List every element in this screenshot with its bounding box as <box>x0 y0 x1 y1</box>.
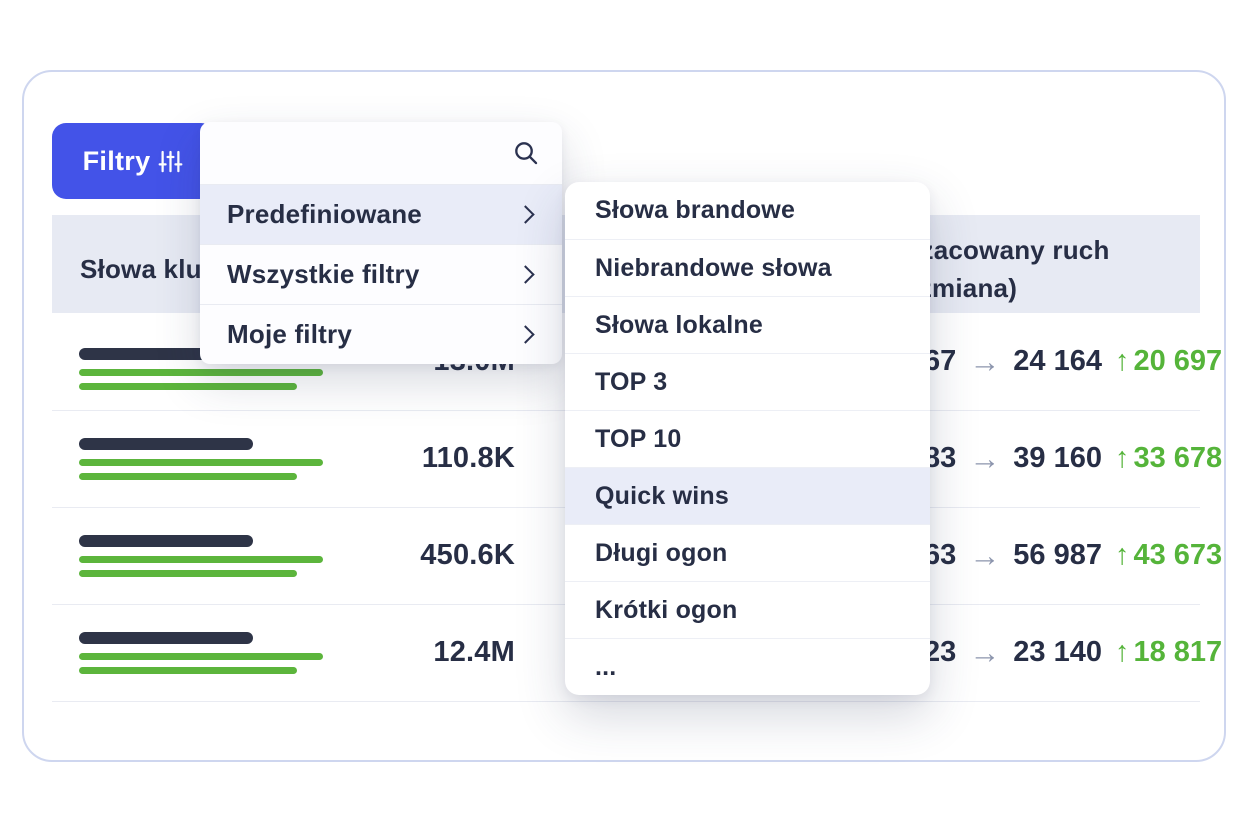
right-arrow-icon: → <box>969 343 1001 379</box>
keyword-bar-green <box>79 653 323 660</box>
filters-button[interactable]: Filtry <box>52 123 215 199</box>
keyword-bar-dark <box>79 438 253 450</box>
traffic-change-badge: ↑ 43 673 <box>1115 539 1222 572</box>
traffic-column-header-line1: Szacowany ruch <box>903 235 1110 265</box>
traffic-change-badge: ↑ 18 817 <box>1115 636 1222 669</box>
menu-item-moje-filtry[interactable]: Moje filtry <box>200 304 562 364</box>
submenu-item-label: Krótki ogon <box>595 595 738 624</box>
traffic-change-value: 18 817 <box>1133 636 1223 668</box>
submenu-item-label: TOP 3 <box>595 367 668 396</box>
search-volume-value: 12.4M <box>433 636 515 668</box>
sliders-icon <box>157 148 184 175</box>
keyword-bar-dark <box>79 535 253 547</box>
table-row[interactable]: 450.6K 63 → 56 987 ↑ 43 673 <box>52 507 1222 605</box>
keyword-bar-green <box>79 667 297 674</box>
submenu-item-label: Długi ogon <box>595 538 728 567</box>
menu-item-predefiniowane[interactable]: Predefiniowane <box>200 184 562 244</box>
table-row[interactable]: 12.4M 23 → 23 140 ↑ 18 817 <box>52 604 1222 702</box>
up-arrow-icon: ↑ <box>1114 636 1130 668</box>
submenu-item-label: Słowa lokalne <box>595 310 763 339</box>
right-arrow-icon: → <box>969 440 1001 476</box>
filter-search-input[interactable] <box>200 122 562 184</box>
predefined-filters-submenu: Słowa brandowe Niebrandowe słowa Słowa l… <box>565 182 930 695</box>
keyword-bar-green <box>79 459 323 466</box>
filter-search-row <box>200 122 562 184</box>
filters-button-label: Filtry <box>82 145 151 176</box>
table-row[interactable]: 110.8K 83 → 39 160 ↑ 33 678 <box>52 410 1222 508</box>
keyword-placeholder-bars <box>79 535 323 577</box>
up-arrow-icon: ↑ <box>1114 345 1130 377</box>
traffic-column-header-line2: (zmiana) <box>910 273 1018 303</box>
keyword-bar-green <box>79 556 323 563</box>
menu-item-label: Wszystkie filtry <box>227 259 420 289</box>
submenu-item-label: Niebrandowe słowa <box>595 253 832 282</box>
traffic-after-value: 56 987 <box>1013 539 1102 571</box>
keyword-placeholder-bars <box>79 438 323 480</box>
search-volume-value: 450.6K <box>420 539 515 571</box>
right-arrow-icon: → <box>969 537 1001 573</box>
traffic-change-badge: ↑ 20 697 <box>1115 345 1222 378</box>
traffic-column-header: Szacowany ruch (zmiana) <box>903 231 1110 307</box>
keyword-bar-green <box>79 383 297 390</box>
traffic-change-value: 20 697 <box>1133 345 1223 377</box>
submenu-item-quick-wins[interactable]: Quick wins <box>565 467 930 524</box>
submenu-item-krotki-ogon[interactable]: Krótki ogon <box>565 581 930 638</box>
up-arrow-icon: ↑ <box>1114 442 1130 474</box>
submenu-item-label: Quick wins <box>595 481 729 510</box>
submenu-item-label: Słowa brandowe <box>595 196 796 224</box>
traffic-after-value: 24 164 <box>1013 345 1102 377</box>
keyword-bar-dark <box>79 632 253 644</box>
submenu-item-slowa-brandowe[interactable]: Słowa brandowe <box>565 182 930 239</box>
submenu-item-label: TOP 10 <box>595 424 682 453</box>
right-arrow-icon: → <box>969 634 1001 670</box>
menu-item-label: Predefiniowane <box>227 199 422 229</box>
menu-item-label: Moje filtry <box>227 319 352 349</box>
traffic-change-cell: 63 → 56 987 ↑ 43 673 <box>924 507 1222 604</box>
traffic-after-value: 39 160 <box>1013 442 1102 474</box>
chevron-right-icon <box>516 325 535 344</box>
up-arrow-icon: ↑ <box>1114 539 1130 571</box>
keyword-bar-green <box>79 473 297 480</box>
submenu-item-dlugi-ogon[interactable]: Długi ogon <box>565 524 930 581</box>
search-volume-value: 110.8K <box>421 442 515 474</box>
chevron-right-icon <box>516 205 535 224</box>
menu-item-wszystkie-filtry[interactable]: Wszystkie filtry <box>200 244 562 304</box>
traffic-change-badge: ↑ 33 678 <box>1115 442 1222 475</box>
traffic-change-cell: 83 → 39 160 ↑ 33 678 <box>924 410 1222 507</box>
submenu-item-label: ... <box>595 652 617 681</box>
chevron-right-icon <box>516 265 535 284</box>
keyword-bar-green <box>79 570 297 577</box>
submenu-item-top-3[interactable]: TOP 3 <box>565 353 930 410</box>
keyword-placeholder-bars <box>79 632 323 674</box>
submenu-item-top-10[interactable]: TOP 10 <box>565 410 930 467</box>
submenu-item-niebrandowe-slowa[interactable]: Niebrandowe słowa <box>565 239 930 296</box>
submenu-item-more[interactable]: ... <box>565 638 930 695</box>
traffic-after-value: 23 140 <box>1013 636 1102 668</box>
submenu-item-slowa-lokalne[interactable]: Słowa lokalne <box>565 296 930 353</box>
filters-dropdown: Predefiniowane Wszystkie filtry Moje fil… <box>200 122 562 364</box>
traffic-change-cell: 23 → 23 140 ↑ 18 817 <box>924 604 1222 701</box>
traffic-change-value: 33 678 <box>1133 442 1223 474</box>
traffic-change-cell: 67 → 24 164 ↑ 20 697 <box>924 313 1222 410</box>
search-icon <box>512 139 540 172</box>
keyword-bar-green <box>79 369 323 376</box>
traffic-change-value: 43 673 <box>1133 539 1223 571</box>
